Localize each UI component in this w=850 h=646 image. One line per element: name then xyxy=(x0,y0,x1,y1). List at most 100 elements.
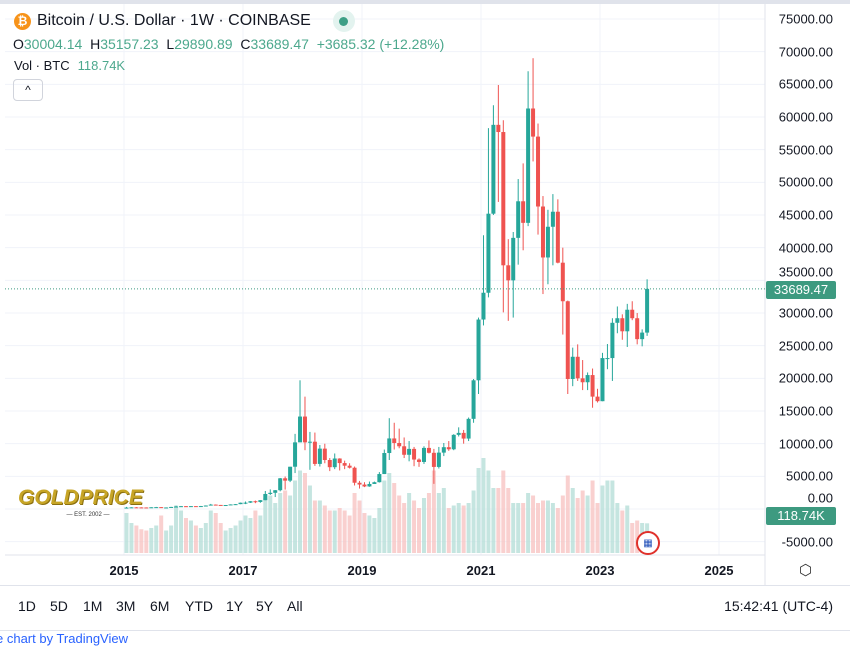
candle-body xyxy=(436,452,441,467)
range-button-1d[interactable]: 1D xyxy=(18,598,36,614)
ohlc-legend: O30004.14 H35157.23 L29890.89 C33689.47 … xyxy=(13,36,445,52)
time-axis-label: 2021 xyxy=(466,563,496,578)
volume-bar xyxy=(347,515,352,553)
volume-bar xyxy=(402,503,407,553)
volume-bar xyxy=(536,503,541,553)
price-axis-label: 75000.00 xyxy=(778,11,833,27)
volume-bar xyxy=(372,518,377,553)
range-button-6m[interactable]: 6M xyxy=(150,598,170,614)
volume-bar xyxy=(188,520,193,553)
price-axis-label: 20000.00 xyxy=(778,370,833,386)
candle-body xyxy=(283,478,288,481)
volume-bar xyxy=(342,510,347,553)
candle-body xyxy=(397,443,402,447)
volume-bar xyxy=(124,513,129,553)
volume-bar xyxy=(481,458,486,553)
volume-bar xyxy=(263,498,268,553)
candle-body xyxy=(585,375,590,383)
volume-bar xyxy=(496,488,501,553)
volume-bar xyxy=(486,470,491,553)
us-flag-icon[interactable]: ▦ xyxy=(636,531,660,555)
price-axis-label: -5000.00 xyxy=(781,534,833,550)
candle-body xyxy=(481,292,486,320)
candle-body xyxy=(258,500,263,502)
candle-body xyxy=(635,318,640,340)
volume-bar xyxy=(476,468,481,553)
candle-body xyxy=(218,504,223,506)
price-axis-label: 10000.00 xyxy=(778,436,833,452)
volume-bar xyxy=(461,505,466,553)
candle-body xyxy=(521,201,526,223)
range-button-5y[interactable]: 5Y xyxy=(256,598,274,614)
volume-bar xyxy=(585,495,590,553)
price-axis-label: 50000.00 xyxy=(778,174,833,190)
goldprice-watermark-logo: GOLDPRICE — EST. 2002 — xyxy=(18,486,143,518)
volume-bar xyxy=(144,530,149,553)
volume-value: 118.74K xyxy=(77,58,126,73)
volume-bar xyxy=(164,530,169,553)
volume-bar xyxy=(203,523,208,553)
volume-bar xyxy=(258,515,263,553)
range-button-all[interactable]: All xyxy=(287,598,303,614)
volume-bar xyxy=(367,515,372,553)
volume-bar xyxy=(377,508,382,553)
candle-body xyxy=(174,506,179,508)
candle-body xyxy=(367,483,372,487)
candle-body xyxy=(550,211,555,227)
volume-bar xyxy=(501,470,506,553)
volume-bar xyxy=(154,525,159,553)
candle-body xyxy=(526,108,531,223)
candle-body xyxy=(565,301,570,379)
candle-body xyxy=(372,482,377,484)
symbol-header: ₿ Bitcoin / U.S. Dollar · 1W · COINBASE xyxy=(14,10,355,32)
range-button-1m[interactable]: 1M xyxy=(83,598,103,614)
range-button-1y[interactable]: 1Y xyxy=(226,598,244,614)
volume-bar xyxy=(620,510,625,553)
candle-body xyxy=(243,502,248,504)
time-axis-label: 2017 xyxy=(228,563,258,578)
volume-bar xyxy=(540,500,545,553)
candle-body xyxy=(446,447,451,450)
volume-bar xyxy=(238,520,243,553)
candle-body xyxy=(223,505,228,507)
volume-tag: 118.74K xyxy=(766,507,836,525)
symbol-title[interactable]: Bitcoin / U.S. Dollar · 1W · COINBASE xyxy=(37,12,311,29)
volume-bar xyxy=(412,500,417,553)
market-status-icon[interactable] xyxy=(332,10,355,32)
tradingview-attribution-link[interactable]: e chart by TradingView xyxy=(0,631,128,646)
candle-body xyxy=(253,501,258,503)
range-button-3m[interactable]: 3M xyxy=(116,598,136,614)
candle-body xyxy=(337,458,342,464)
volume-bar xyxy=(327,510,332,553)
candle-body xyxy=(322,448,327,460)
volume-bar xyxy=(471,490,476,553)
candle-body xyxy=(590,375,595,397)
volume-bar xyxy=(317,500,322,553)
volume-bar xyxy=(436,493,441,553)
candle-body xyxy=(600,358,605,402)
candle-body xyxy=(645,288,650,333)
candle-body xyxy=(451,434,456,450)
candle-body xyxy=(347,465,352,468)
candle-body xyxy=(198,506,203,508)
collapse-legend-button[interactable]: ^ xyxy=(13,79,43,101)
volume-bar xyxy=(605,480,610,553)
volume-bar xyxy=(441,488,446,553)
candle-body xyxy=(387,438,392,454)
candle-body xyxy=(273,490,278,493)
candle-body xyxy=(208,504,213,506)
volume-bar xyxy=(531,495,536,553)
volume-bar xyxy=(426,493,431,553)
range-button-5d[interactable]: 5D xyxy=(50,598,68,614)
price-chart[interactable] xyxy=(0,0,850,585)
candle-body xyxy=(179,506,184,508)
range-button-ytd[interactable]: YTD xyxy=(185,598,213,614)
candle-body xyxy=(595,396,600,402)
volume-bar xyxy=(169,525,174,553)
volume-bar xyxy=(362,513,367,553)
volume-bar xyxy=(233,525,238,553)
volume-bar xyxy=(397,495,402,553)
candle-body xyxy=(491,124,496,214)
settings-hexagon-icon[interactable]: ⬡ xyxy=(799,562,813,579)
candle-body xyxy=(392,438,397,444)
